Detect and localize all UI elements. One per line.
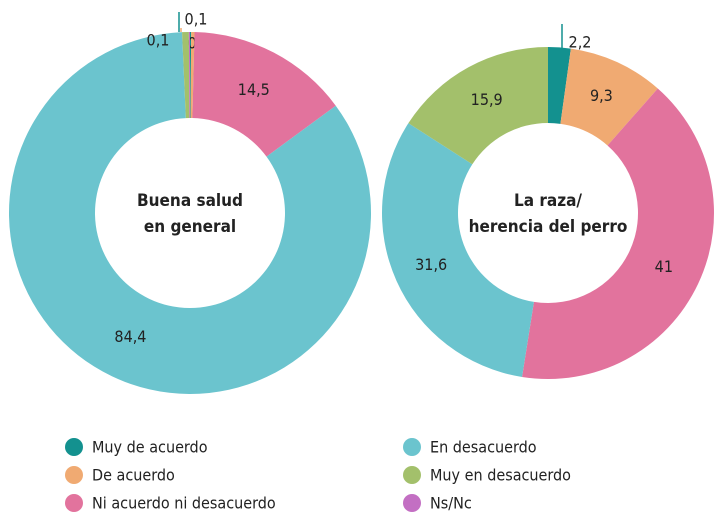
chart-title: en general — [144, 217, 236, 237]
legend-label: En desacuerdo — [430, 438, 537, 457]
donut-segment — [560, 48, 658, 146]
donut-segment — [522, 88, 714, 379]
chart-title: Buena salud — [137, 191, 243, 211]
legend-swatch — [65, 494, 83, 512]
chart-title: herencia del perro — [469, 217, 628, 237]
value-label: 9,3 — [590, 86, 613, 105]
legend-swatch — [65, 438, 83, 456]
legend-swatch — [65, 466, 83, 484]
donut-segment — [192, 32, 336, 157]
legend-label: Ni acuerdo ni desacuerdo — [92, 494, 276, 513]
value-label: 84,4 — [114, 327, 146, 346]
donut-segment — [382, 123, 534, 377]
donut-segment — [190, 32, 195, 119]
legend-label: Ns/Nc — [430, 494, 472, 513]
donut-segment — [548, 47, 571, 124]
value-label: 31,6 — [415, 255, 447, 274]
chart-title: La raza/ — [514, 191, 582, 211]
value-label: 41 — [655, 257, 673, 276]
donut-segment — [9, 32, 371, 394]
value-label: 15,9 — [471, 90, 503, 109]
legend-swatch — [403, 466, 421, 484]
legend-swatch — [403, 494, 421, 512]
value-label: 14,5 — [238, 80, 270, 99]
donut-segment — [408, 47, 548, 165]
value-label: 2,2 — [569, 33, 592, 52]
legend-swatch — [403, 438, 421, 456]
donut-segment — [188, 32, 190, 119]
value-label: 0,1 — [147, 31, 170, 50]
donut-segment — [182, 32, 190, 119]
legend-label: Muy en desacuerdo — [430, 466, 571, 485]
legend-label: Muy de acuerdo — [92, 438, 208, 457]
legend-label: De acuerdo — [92, 466, 175, 485]
value-label: 0,1 — [185, 10, 208, 29]
donut-segment — [190, 32, 192, 119]
